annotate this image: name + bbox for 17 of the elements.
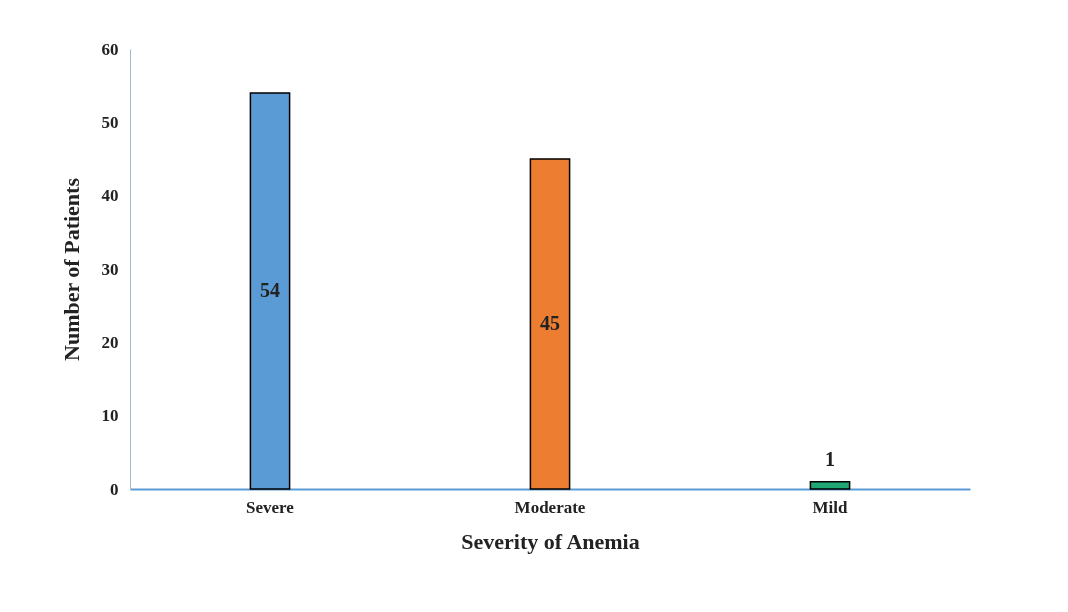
x-axis-title: Severity of Anemia [461, 528, 640, 554]
data-label: 54 [260, 279, 280, 301]
data-label: 45 [540, 312, 560, 334]
data-label: 1 [825, 447, 835, 470]
y-tick-label: 60 [101, 39, 119, 59]
x-tick-label: Moderate [514, 497, 586, 517]
y-tick-label: 50 [101, 112, 119, 132]
y-tick-label: 10 [101, 406, 119, 426]
x-tick-label: Mild [812, 497, 849, 517]
x-tick-label: Severe [246, 497, 295, 517]
y-tick-label: 30 [101, 259, 119, 279]
y-tick-label: 40 [101, 186, 119, 206]
bar [809, 480, 851, 490]
y-tick-label: 20 [101, 332, 119, 352]
y-tick-label: 0 [110, 479, 119, 499]
bar [529, 158, 571, 490]
y-axis-title: Number of Patients [58, 177, 84, 361]
